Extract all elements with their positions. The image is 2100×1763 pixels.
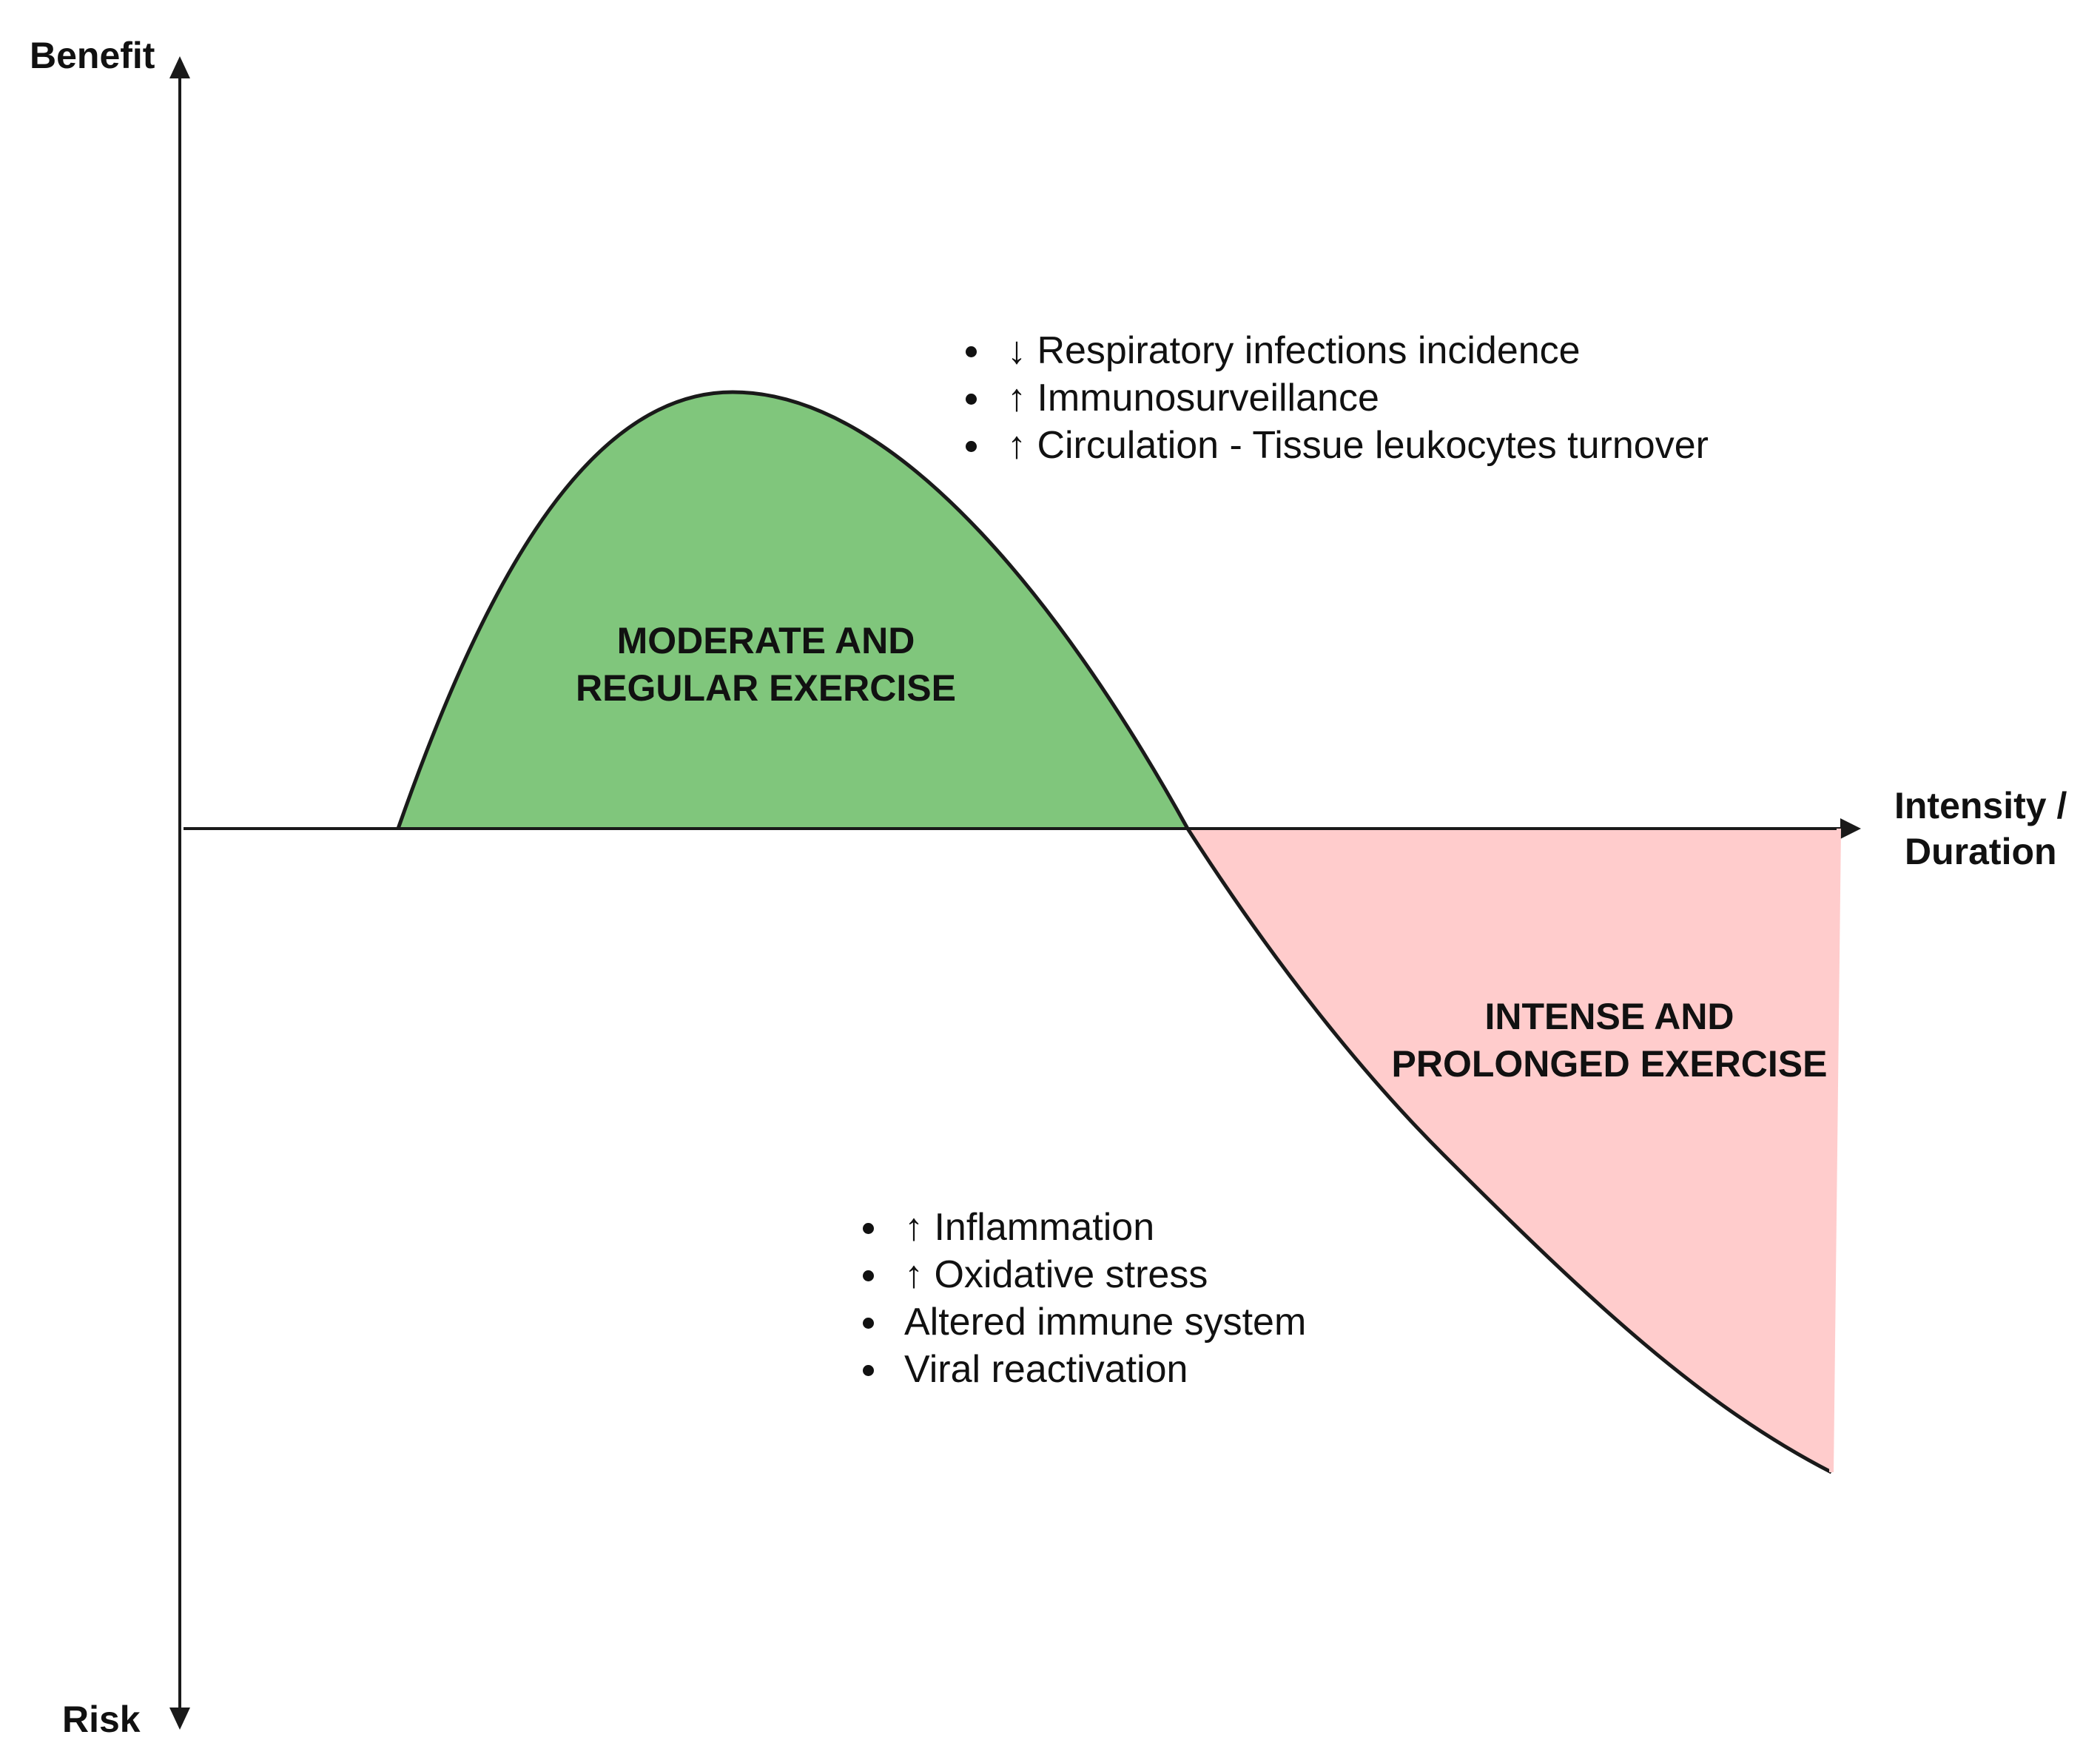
y-axis-bottom-label: Risk (62, 1699, 141, 1740)
x-axis-label-line1: Intensity / (1894, 785, 2067, 826)
risk-region-label: INTENSE AND PROLONGED EXERCISE (1373, 993, 1846, 1088)
benefit-region-label: MODERATE AND REGULAR EXERCISE (544, 617, 988, 712)
risk-points-list: ↑ Inflammation ↑ Oxidative stress Altere… (863, 1204, 1306, 1393)
y-axis-bottom-arrowhead (169, 1708, 190, 1730)
risk-point: Viral reactivation (863, 1346, 1306, 1393)
risk-region-label-line2: PROLONGED EXERCISE (1391, 1043, 1828, 1085)
benefit-region-label-line1: MODERATE AND (616, 620, 915, 661)
benefit-point: ↑ Immunosurveillance (966, 374, 1709, 422)
risk-point: ↑ Oxidative stress (863, 1251, 1306, 1298)
response-curve (396, 390, 1833, 1474)
risk-area-edge (1829, 828, 1841, 1473)
y-axis-top-arrowhead (169, 56, 190, 78)
x-axis-arrowhead (1840, 818, 1861, 839)
risk-area (1188, 829, 1839, 1472)
benefit-area (398, 392, 1188, 829)
risk-point: Altered immune system (863, 1298, 1306, 1346)
risk-point: ↑ Inflammation (863, 1204, 1306, 1251)
benefit-region-label-line2: REGULAR EXERCISE (576, 667, 956, 709)
benefit-point: ↓ Respiratory infections incidence (966, 327, 1709, 374)
risk-region-label-line1: INTENSE AND (1484, 996, 1734, 1037)
y-axis-top-label: Benefit (30, 35, 155, 76)
benefit-point: ↑ Circulation - Tissue leukocytes turnov… (966, 422, 1709, 469)
x-axis-label-line2: Duration (1905, 831, 2057, 872)
benefit-points-list: ↓ Respiratory infections incidence ↑ Imm… (966, 327, 1709, 469)
